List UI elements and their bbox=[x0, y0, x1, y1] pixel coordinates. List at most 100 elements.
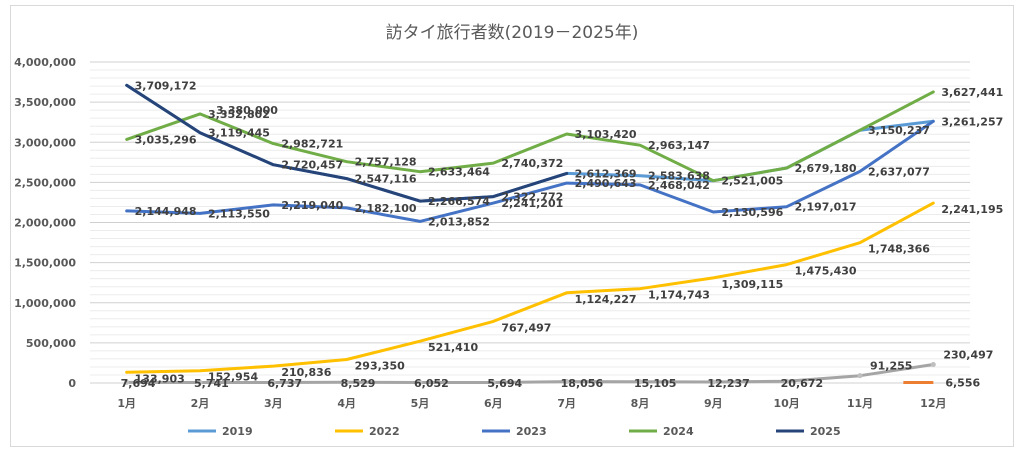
y-tick-label: 1,500,000 bbox=[14, 257, 76, 270]
data-label-2022: 767,497 bbox=[501, 321, 551, 334]
data-label-2022: 293,350 bbox=[355, 359, 405, 372]
data-label-2022: 1,124,227 bbox=[575, 293, 637, 306]
data-label-2021: 91,255 bbox=[870, 360, 912, 373]
x-tick-label: 10月 bbox=[774, 397, 800, 410]
data-label-2019: 2,322,772 bbox=[501, 191, 563, 204]
data-label-2020: 6,556 bbox=[945, 376, 980, 389]
x-tick-label: 7月 bbox=[557, 397, 576, 410]
data-label-2021: 15,105 bbox=[634, 377, 676, 390]
data-label-2019: 2,547,116 bbox=[355, 173, 417, 186]
data-label-2022: 1,748,366 bbox=[868, 243, 930, 256]
data-label-2024: 2,982,721 bbox=[281, 138, 343, 151]
data-label-2022: 521,410 bbox=[428, 341, 478, 354]
data-label-2021: 7,694 bbox=[121, 377, 156, 390]
data-point-2021 bbox=[564, 379, 570, 385]
data-label-2019: 2,521,005 bbox=[721, 175, 783, 188]
chart-title: 訪タイ旅行者数(2019－2025年) bbox=[385, 23, 639, 43]
legend-label-2023: 2023 bbox=[516, 425, 547, 438]
data-label-2024: 3,352,802 bbox=[208, 108, 270, 121]
data-label-2021: 5,694 bbox=[487, 377, 522, 390]
data-point-2021 bbox=[417, 380, 423, 386]
data-point-2021 bbox=[857, 373, 863, 379]
y-tick-label: 1,000,000 bbox=[14, 297, 76, 310]
series-line-2025 bbox=[125, 83, 569, 203]
data-label-2023: 2,241,201 bbox=[501, 197, 563, 210]
series-line-2023 bbox=[125, 119, 935, 223]
data-label-2021: 6,052 bbox=[414, 377, 449, 390]
data-label-2021: 12,237 bbox=[707, 377, 749, 390]
data-label-2021: 8,529 bbox=[341, 377, 376, 390]
data-label-2022: 1,174,743 bbox=[648, 289, 710, 302]
data-label-2022: 2,241,195 bbox=[941, 203, 1003, 216]
y-tick-label: 500,000 bbox=[26, 337, 76, 350]
legend-label-2025: 2025 bbox=[810, 425, 841, 438]
data-point-2021 bbox=[490, 380, 496, 386]
data-label-2019: 2,612,369 bbox=[575, 167, 637, 180]
data-label-2024: 2,757,128 bbox=[355, 156, 417, 169]
data-label-2019: 3,150,237 bbox=[868, 124, 930, 137]
x-tick-label: 11月 bbox=[847, 397, 873, 410]
legend-label-2024: 2024 bbox=[663, 425, 694, 438]
data-point-2021 bbox=[270, 379, 276, 385]
series-line-2022 bbox=[125, 201, 935, 374]
x-tick-label: 2月 bbox=[191, 397, 210, 410]
data-label-2019: 3,709,172 bbox=[135, 79, 197, 92]
data-label-2021: 230,497 bbox=[943, 349, 993, 362]
y-tick-label: 0 bbox=[68, 377, 76, 390]
data-label-2021: 18,056 bbox=[561, 377, 604, 390]
data-label-2019: 2,266,574 bbox=[428, 195, 490, 208]
data-point-2021 bbox=[124, 379, 130, 385]
data-point-2021 bbox=[930, 362, 936, 368]
y-tick-label: 3,500,000 bbox=[14, 96, 76, 109]
data-point-2021 bbox=[344, 379, 350, 385]
legend-label-2022: 2022 bbox=[369, 425, 400, 438]
data-point-2021 bbox=[710, 379, 716, 385]
data-label-2024: 3,103,420 bbox=[575, 128, 637, 141]
x-tick-label: 6月 bbox=[484, 397, 503, 410]
legend-label-2019: 2019 bbox=[222, 425, 253, 438]
x-tick-label: 12月 bbox=[920, 397, 946, 410]
y-tick-label: 2,000,000 bbox=[14, 217, 76, 230]
data-label-2022: 1,475,430 bbox=[795, 265, 857, 278]
data-point-2021 bbox=[197, 380, 203, 386]
data-label-2022: 152,954 bbox=[208, 371, 258, 384]
data-label-2019: 3,119,445 bbox=[208, 127, 270, 140]
data-point-2021 bbox=[637, 379, 643, 385]
data-point-2021 bbox=[784, 378, 790, 384]
data-label-2019: 3,261,257 bbox=[941, 115, 1003, 128]
data-label-2023: 2,468,042 bbox=[648, 179, 710, 192]
data-label-2023: 2,013,852 bbox=[428, 215, 490, 228]
data-label-2022: 210,836 bbox=[281, 366, 331, 379]
data-label-2023: 2,130,596 bbox=[721, 206, 783, 219]
data-label-2024: 2,963,147 bbox=[648, 139, 710, 152]
data-label-2023: 2,144,948 bbox=[135, 205, 197, 218]
data-label-2023: 2,182,100 bbox=[355, 202, 417, 215]
series-line-2021 bbox=[125, 363, 935, 384]
data-label-2024: 2,740,372 bbox=[501, 157, 563, 170]
data-label-2023: 2,219,040 bbox=[281, 199, 343, 212]
x-tick-label: 4月 bbox=[337, 397, 356, 410]
y-tick-label: 2,500,000 bbox=[14, 176, 76, 189]
x-tick-label: 5月 bbox=[411, 397, 430, 410]
data-label-2023: 2,113,550 bbox=[208, 207, 270, 220]
data-label-2023: 2,637,077 bbox=[868, 165, 930, 178]
data-label-2022: 133,903 bbox=[135, 372, 185, 385]
y-tick-label: 3,000,000 bbox=[14, 136, 76, 149]
x-tick-label: 1月 bbox=[117, 397, 136, 410]
data-label-2019: 2,720,457 bbox=[281, 159, 343, 172]
x-tick-label: 8月 bbox=[631, 397, 650, 410]
x-tick-label: 3月 bbox=[264, 397, 283, 410]
data-label-2023: 2,490,643 bbox=[575, 177, 637, 190]
data-label-2021: 6,737 bbox=[267, 377, 302, 390]
chart-frame bbox=[10, 5, 1014, 447]
data-label-2024: 3,035,296 bbox=[135, 133, 197, 146]
data-label-2024: 3,627,441 bbox=[941, 86, 1003, 99]
series-line-2024 bbox=[125, 90, 935, 183]
data-label-extra: 3,380,000 bbox=[216, 104, 278, 117]
x-tick-label: 9月 bbox=[704, 397, 723, 410]
data-label-2019: 2,583,638 bbox=[648, 170, 710, 183]
data-label-2021: 5,741 bbox=[194, 377, 229, 390]
y-tick-label: 4,000,000 bbox=[14, 56, 76, 69]
data-label-2019: 2,679,180 bbox=[795, 162, 857, 175]
